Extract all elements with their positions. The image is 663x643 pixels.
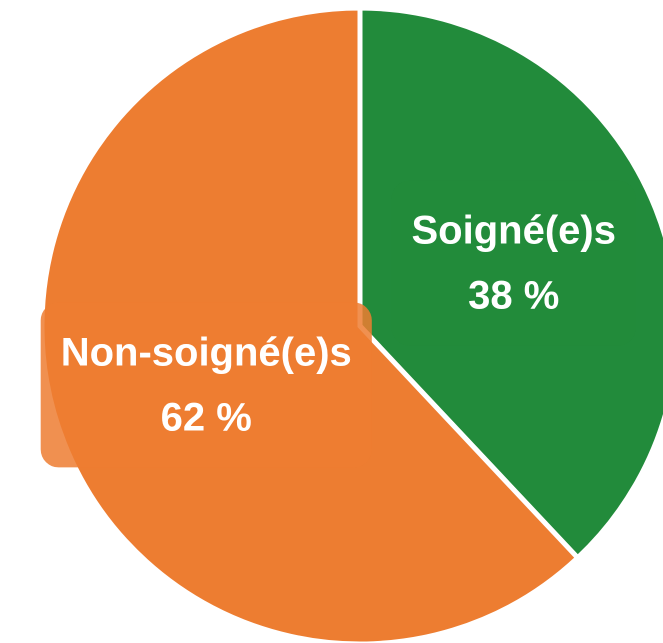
- category-label: Non-soigné(e)s: [61, 330, 352, 374]
- slice-label: Soigné(e)s 38 %: [391, 180, 636, 346]
- category-label: Soigné(e)s: [412, 209, 616, 253]
- value-label: 62 %: [161, 395, 252, 439]
- slice-label: Non-soigné(e)s 62 %: [40, 302, 372, 468]
- value-label: 38 %: [468, 274, 559, 318]
- label-box: [40, 302, 372, 468]
- label-box: [391, 180, 636, 346]
